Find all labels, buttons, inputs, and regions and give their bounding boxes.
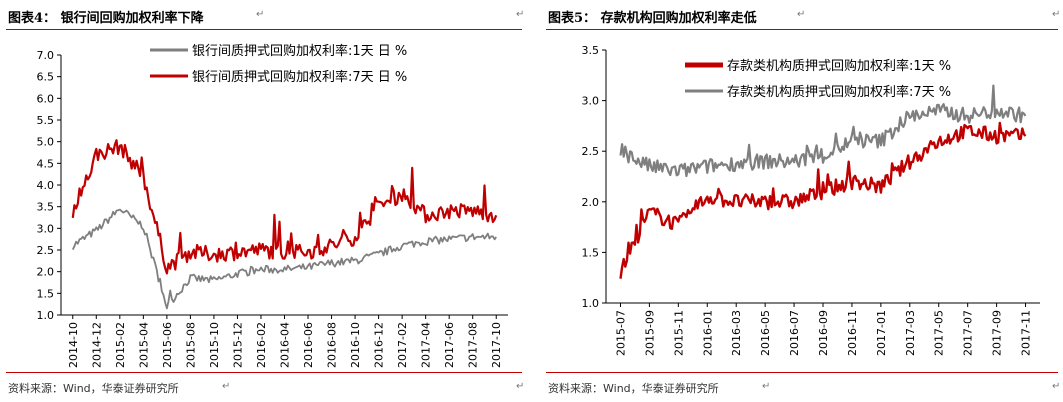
right-series-2-line [619,84,1027,178]
left-bottom-rule [6,372,522,373]
left-x-tick-label: 2016-12 [373,322,386,368]
left-y-tick-label: 4.0 [37,179,55,192]
right-x-tick-label: 2016-03 [730,310,743,356]
right-title-rule [546,29,1058,30]
left-source-end-mark: ↵ [516,381,525,392]
left-y-tick-label: 6.0 [37,92,55,105]
right-x-tick-label: 2016-01 [701,310,714,356]
left-x-tick-label: 2016-08 [326,322,339,368]
left-y-tick-label: 6.5 [37,71,55,84]
left-y-tick-label: 7.0 [37,49,55,62]
right-y-tick-label: 1.5 [582,246,600,259]
left-x-tick-label: 2017-06 [443,322,456,368]
left-y-tick-label: 4.5 [37,157,55,170]
left-x-tick-label: 2017-02 [396,322,409,368]
right-x-tick-label: 2015-09 [643,310,656,356]
right-bottom-rule [546,372,1058,373]
left-y-tick-label: 3.0 [37,222,55,235]
left-x-tick-label: 2015-08 [184,322,197,368]
left-source-note: 资料来源：Wind，华泰证券研究所 [8,382,179,395]
left-y-tick-label: 1.0 [37,309,55,322]
left-series-1-line [71,208,497,310]
right-chart-title: 图表5： 存款机构回购加权利率走低 [548,11,757,26]
right-y-tick-label: 2.0 [582,196,600,209]
left-y-tick-label: 5.0 [37,136,55,149]
right-chart: 1.0 1.5 2.0 2.5 3.0 3.5 2015-07 2015-09 2015-11 2… [582,44,1040,356]
left-legend-label-1: 银行间质押式回购加权利率:1天 日 % [192,43,407,59]
right-series-1-line [619,121,1027,279]
right-x-tick-label: 2015-07 [614,310,627,356]
right-x-tick-label: 2016-09 [817,310,830,356]
right-x-tick-label: 2017-03 [904,310,917,356]
left-x-tick-label: 2015-04 [137,322,150,368]
left-series-2-line [71,139,498,275]
left-chart-title: 图表4： 银行间回购加权利率下降 [8,11,204,26]
left-y-tick-label: 3.5 [37,201,55,214]
right-title-end-mark: ↵ [1052,9,1061,20]
right-x-tick-label: 2017-01 [875,310,888,356]
left-x-tick-label: 2017-04 [420,322,433,368]
right-legend-label-1: 存款类机构质押式回购加权利率:1天 % [727,58,951,74]
right-x-tick-label: 2016-05 [759,310,772,356]
right-x-tick-label: 2017-11 [1020,310,1033,356]
right-source-end-mark: ↵ [1052,381,1061,392]
left-x-tick-label: 2017-08 [467,322,480,368]
right-x-tick-label: 2016-07 [788,310,801,356]
left-x-tick-label: 2017-10 [490,322,503,368]
left-x-tick-label: 2014-12 [90,322,103,368]
left-y-tick-label: 2.0 [37,266,55,279]
right-legend-label-2: 存款类机构质押式回购加权利率:7天 % [727,84,951,100]
right-x-tick-label: 2017-05 [933,310,946,356]
left-legend-label-2: 银行间质押式回购加权利率:7天 日 % [192,69,407,85]
left-x-tick-label: 2015-10 [208,322,221,368]
left-x-tick-label: 2015-06 [161,322,174,368]
left-chart: 1.0 1.5 2.0 2.5 3.0 3.5 4.0 4.5 5.0 5.5 6.0 6.5 7.0 2… [37,43,508,368]
right-source-para-mark: ↵ [762,381,771,392]
right-source-note: 资料来源：Wind，华泰证券研究所 [548,382,719,395]
left-x-tick-label: 2014-10 [67,322,80,368]
right-x-tick-label: 2016-11 [846,310,859,356]
left-x-tick-label: 2016-06 [302,322,315,368]
right-y-tick-label: 2.5 [582,145,600,158]
left-source-para-mark: ↵ [222,381,231,392]
right-title-para-mark: ↵ [797,9,806,20]
left-title-para-mark: ↵ [256,9,265,20]
right-x-tick-label: 2017-07 [962,310,975,356]
right-y-tick-label: 3.5 [582,44,600,57]
left-x-tick-label: 2016-02 [255,322,268,368]
right-x-tick-label: 2015-11 [672,310,685,356]
right-y-tick-label: 1.0 [582,297,600,310]
left-x-tick-label: 2015-12 [231,322,244,368]
left-title-end-mark: ↵ [516,9,525,20]
left-y-tick-label: 5.5 [37,114,55,127]
left-x-tick-label: 2015-02 [114,322,127,368]
left-y-tick-label: 2.5 [37,244,55,257]
left-x-tick-label: 2016-04 [279,322,292,368]
left-x-tick-label: 2016-10 [349,322,362,368]
right-y-tick-label: 3.0 [582,95,600,108]
right-x-tick-label: 2017-09 [991,310,1004,356]
left-y-tick-label: 1.5 [37,287,55,300]
left-title-rule [6,29,522,30]
